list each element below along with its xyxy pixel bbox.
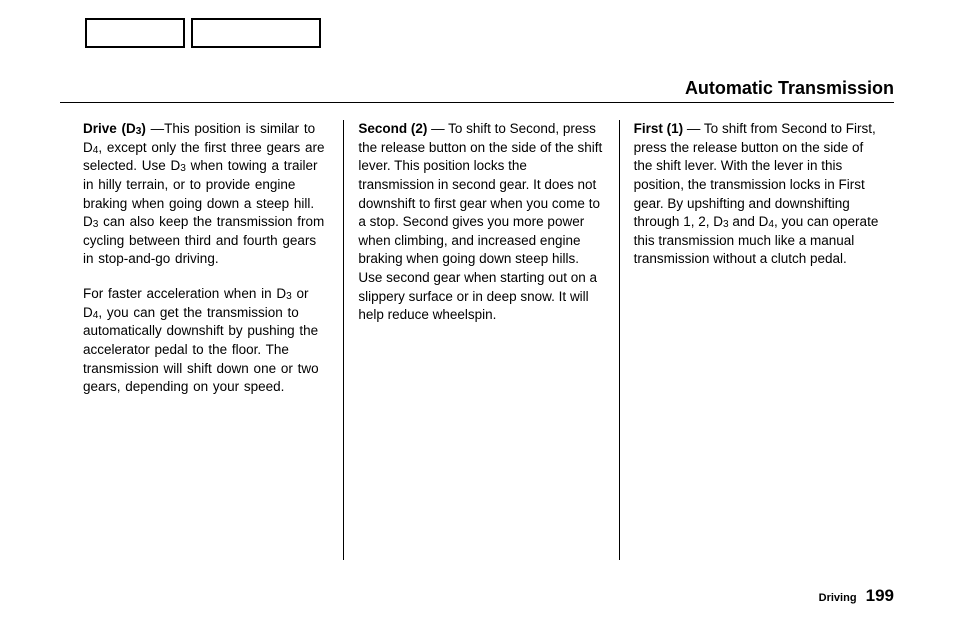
nav-box-2[interactable] (191, 18, 321, 48)
body-text: — To shift to Second, press the release … (358, 121, 602, 322)
column-2: Second (2) — To shift to Second, press t… (343, 120, 618, 560)
footer-section: Driving (819, 592, 857, 604)
subscript: 4 (93, 145, 99, 156)
subscript: 3 (286, 291, 292, 302)
lead-bold: Drive (D3) (83, 121, 146, 136)
subscript: 3 (180, 163, 186, 174)
subscript: 3 (723, 219, 729, 230)
paragraph: Drive (D3) —This position is similar to … (83, 120, 329, 269)
column-3: First (1) — To shift from Second to Firs… (619, 120, 894, 560)
lead-bold: Second (2) (358, 121, 427, 136)
content-columns: Drive (D3) —This position is similar to … (83, 120, 894, 560)
paragraph: First (1) — To shift from Second to Firs… (634, 120, 880, 269)
column-1: Drive (D3) —This position is similar to … (83, 120, 343, 560)
page-title: Automatic Transmission (685, 78, 894, 99)
subscript: 4 (93, 310, 99, 321)
lead-bold: First (1) (634, 121, 684, 136)
body-text: and D (729, 214, 769, 229)
paragraph: For faster acceleration when in D3 or D4… (83, 285, 329, 397)
page-number: 199 (866, 586, 894, 605)
body-text: can also keep the transmission from cycl… (83, 214, 324, 266)
paragraph: Second (2) — To shift to Second, press t… (358, 120, 604, 325)
page-footer: Driving 199 (819, 586, 894, 606)
subscript: 4 (768, 219, 774, 230)
body-text: — To shift from Second to First, press t… (634, 121, 876, 229)
nav-box-1[interactable] (85, 18, 185, 48)
body-text: For faster acceleration when in D (83, 286, 286, 301)
title-rule (60, 102, 894, 103)
nav-boxes (85, 18, 321, 48)
subscript: 3 (93, 219, 99, 230)
body-text: , you can get the transmission to automa… (83, 305, 319, 395)
